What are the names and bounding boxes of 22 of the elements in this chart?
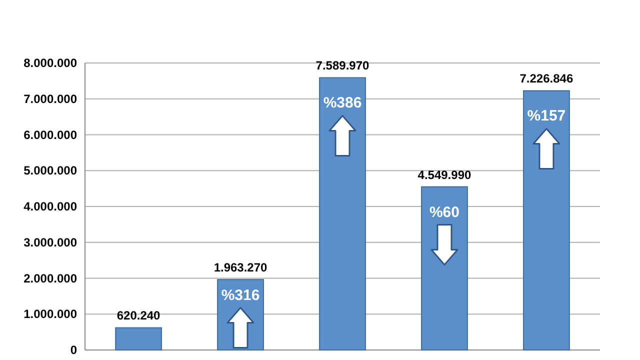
data-label: 620.240 <box>116 308 161 323</box>
y-tick-label: 5.000.000 <box>24 164 78 178</box>
y-tick-label: 2.000.000 <box>24 271 78 286</box>
y-tick-label: 1.000.000 <box>24 307 78 322</box>
data-label: 4.549.990 <box>418 168 472 182</box>
y-tick-label: 4.000.000 <box>24 200 78 214</box>
annotation: %386 <box>323 94 362 112</box>
annotation: %316 <box>221 286 260 304</box>
y-tick-label: 6.000.000 <box>24 128 78 142</box>
bar <box>319 77 366 350</box>
data-label: 1.963.270 <box>214 260 268 275</box>
y-tick-label: 7.000.000 <box>24 92 78 106</box>
bar <box>421 186 468 350</box>
bar <box>523 90 570 350</box>
annotation: %157 <box>527 108 566 125</box>
y-tick-label: 8.000.000 <box>24 56 78 70</box>
data-label: 7.589.970 <box>316 58 370 73</box>
y-tick-label: 0 <box>70 343 78 357</box>
data-label: 7.226.846 <box>520 72 574 86</box>
annotation: %60 <box>429 204 460 221</box>
y-tick-label: 3.000.000 <box>24 235 78 250</box>
bar <box>115 327 162 350</box>
